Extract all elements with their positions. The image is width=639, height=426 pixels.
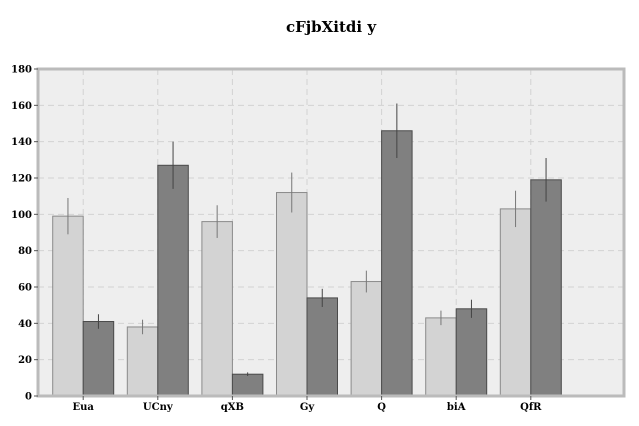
bar-Eua-series-1 (52, 215, 84, 397)
y-tick-label: 120 (11, 174, 32, 185)
y-tick-label: 60 (18, 283, 32, 294)
bar-Gy-series-2 (306, 297, 338, 397)
error-bars (67, 103, 547, 377)
y-tick-label: 0 (25, 392, 32, 403)
bar-qXB-series-2 (231, 373, 264, 397)
bars (52, 130, 562, 397)
y-tick-label: 180 (11, 65, 32, 76)
bar-Q-series-2 (381, 130, 413, 397)
y-tick-label: 160 (11, 101, 32, 112)
y-tick-label: 40 (18, 319, 32, 330)
y-tick-label: 140 (11, 137, 32, 148)
bar-UCny-series-1 (126, 326, 159, 397)
bar-biA-series-1 (425, 317, 457, 397)
x-tick-label: biA (447, 402, 466, 413)
y-axis: 0 20 40 60 80 100 120 140 160 180 (11, 65, 38, 403)
y-tick-label: 100 (11, 210, 32, 221)
bar-UCny-series-2 (157, 164, 189, 397)
x-tick-label: qXB (221, 402, 244, 413)
bar-biA-series-2 (455, 308, 488, 397)
x-tick-label: QfR (520, 402, 542, 413)
x-tick-label: Q (377, 402, 386, 413)
y-tick-label: 80 (18, 246, 32, 257)
bar-Gy-series-1 (276, 192, 308, 397)
chart-title: cFjbXitdi y (286, 18, 377, 36)
x-tick-label: UCny (143, 402, 174, 413)
bar-Q-series-1 (350, 281, 383, 397)
x-tick-label: Gy (300, 402, 316, 413)
bar-qXB-series-1 (201, 221, 233, 397)
x-tick-label: Eua (73, 402, 95, 413)
plot-frame (36, 67, 626, 398)
y-tick-label: 20 (18, 355, 32, 366)
bar-QfR-series-1 (499, 208, 532, 397)
bar-Eua-series-2 (82, 321, 115, 397)
bar-QfR-series-2 (530, 179, 562, 397)
